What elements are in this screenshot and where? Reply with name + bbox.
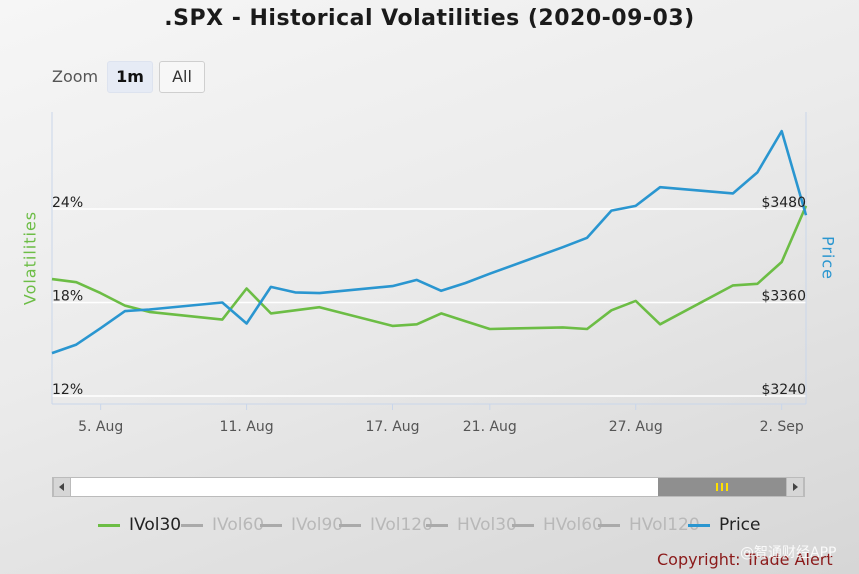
legend-swatch [98, 524, 120, 527]
y-right-tick-label: $3360 [761, 289, 806, 305]
series-line-price [51, 129, 808, 355]
y-left-tick-label: 12% [52, 382, 83, 398]
series-line-ivol30 [51, 205, 808, 331]
y-right-tick-label: $3240 [761, 382, 806, 398]
x-tick-label: 5. Aug [78, 419, 123, 435]
zoom-all-button[interactable]: All [159, 61, 205, 93]
zoom-label: Zoom [52, 67, 99, 86]
legend-label: HVol120 [629, 515, 700, 535]
x-tick-label: 27. Aug [609, 419, 663, 435]
y-left-tick-label: 24% [52, 195, 83, 211]
legend-swatch [426, 524, 448, 527]
chart-title: .SPX - Historical Volatilities (2020-09-… [164, 6, 695, 31]
legend-label: IVol60 [212, 515, 265, 535]
legend-label: IVol90 [291, 515, 344, 535]
copyright-text: Copyright: Trade Alert [657, 550, 833, 569]
x-tick-label: 11. Aug [220, 419, 274, 435]
scroll-right-arrow-icon[interactable] [786, 478, 804, 496]
x-tick-label: 21. Aug [463, 419, 517, 435]
x-tick-label: 17. Aug [365, 419, 419, 435]
legend-label: Price [719, 515, 761, 535]
scroll-left-arrow-icon[interactable] [53, 478, 71, 496]
y-right-tick-label: $3480 [761, 195, 806, 211]
y-left-tick-label: 18% [52, 289, 83, 305]
x-tick-label: 2. Sep [760, 419, 804, 435]
navigator-scrollbar[interactable] [52, 477, 805, 497]
legend-swatch [260, 524, 282, 527]
scrollbar-thumb[interactable] [658, 478, 786, 496]
legend-label: HVol30 [457, 515, 517, 535]
legend-swatch [688, 524, 710, 527]
grip-icon [716, 483, 728, 491]
legend-label: HVol60 [543, 515, 603, 535]
zoom-1m-button[interactable]: 1m [107, 61, 153, 93]
legend-label: IVol30 [129, 515, 182, 535]
legend-swatch [181, 524, 203, 527]
watermark-text: @智通财经APP [740, 545, 837, 561]
scrollbar-track[interactable] [71, 478, 658, 496]
legend-label: IVol120 [370, 515, 433, 535]
legend-swatch [339, 524, 361, 527]
legend-swatch [598, 524, 620, 527]
legend-swatch [512, 524, 534, 527]
